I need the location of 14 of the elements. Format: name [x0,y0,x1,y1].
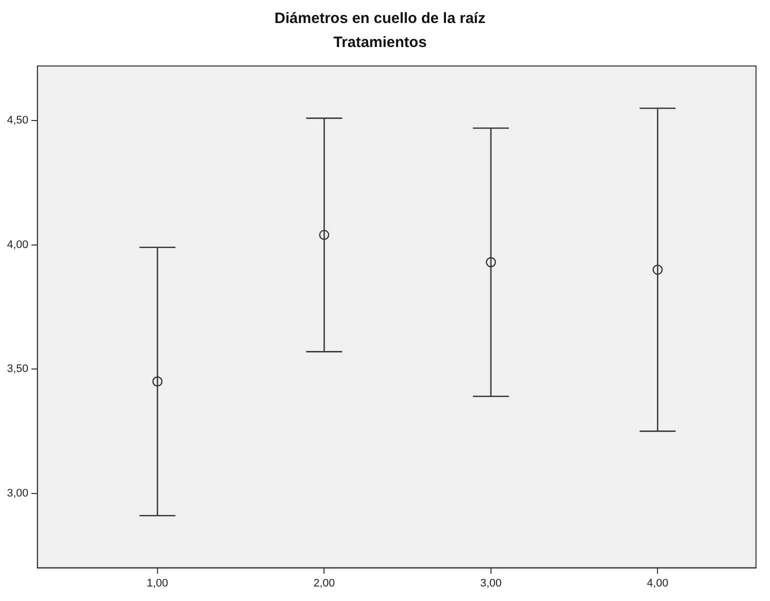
point [319,230,330,240]
x-tick-label: 1,00 [146,577,168,590]
point [152,376,163,387]
y-tick-label: 3,50 [6,363,28,376]
chart-title: Diámetros en cuello de la raíz [274,10,486,28]
chart-subtitle: Tratamientos [333,34,427,52]
x-tick-label: 4,00 [646,577,668,590]
y-tick-label: 3,00 [6,487,28,500]
y-tick-label: 4,50 [6,114,28,127]
point [486,257,496,268]
x-tick-label: 2,00 [313,577,335,590]
x-tick-label: 3,00 [480,577,502,590]
y-tick-label: 4,00 [6,238,28,251]
point [652,264,663,275]
